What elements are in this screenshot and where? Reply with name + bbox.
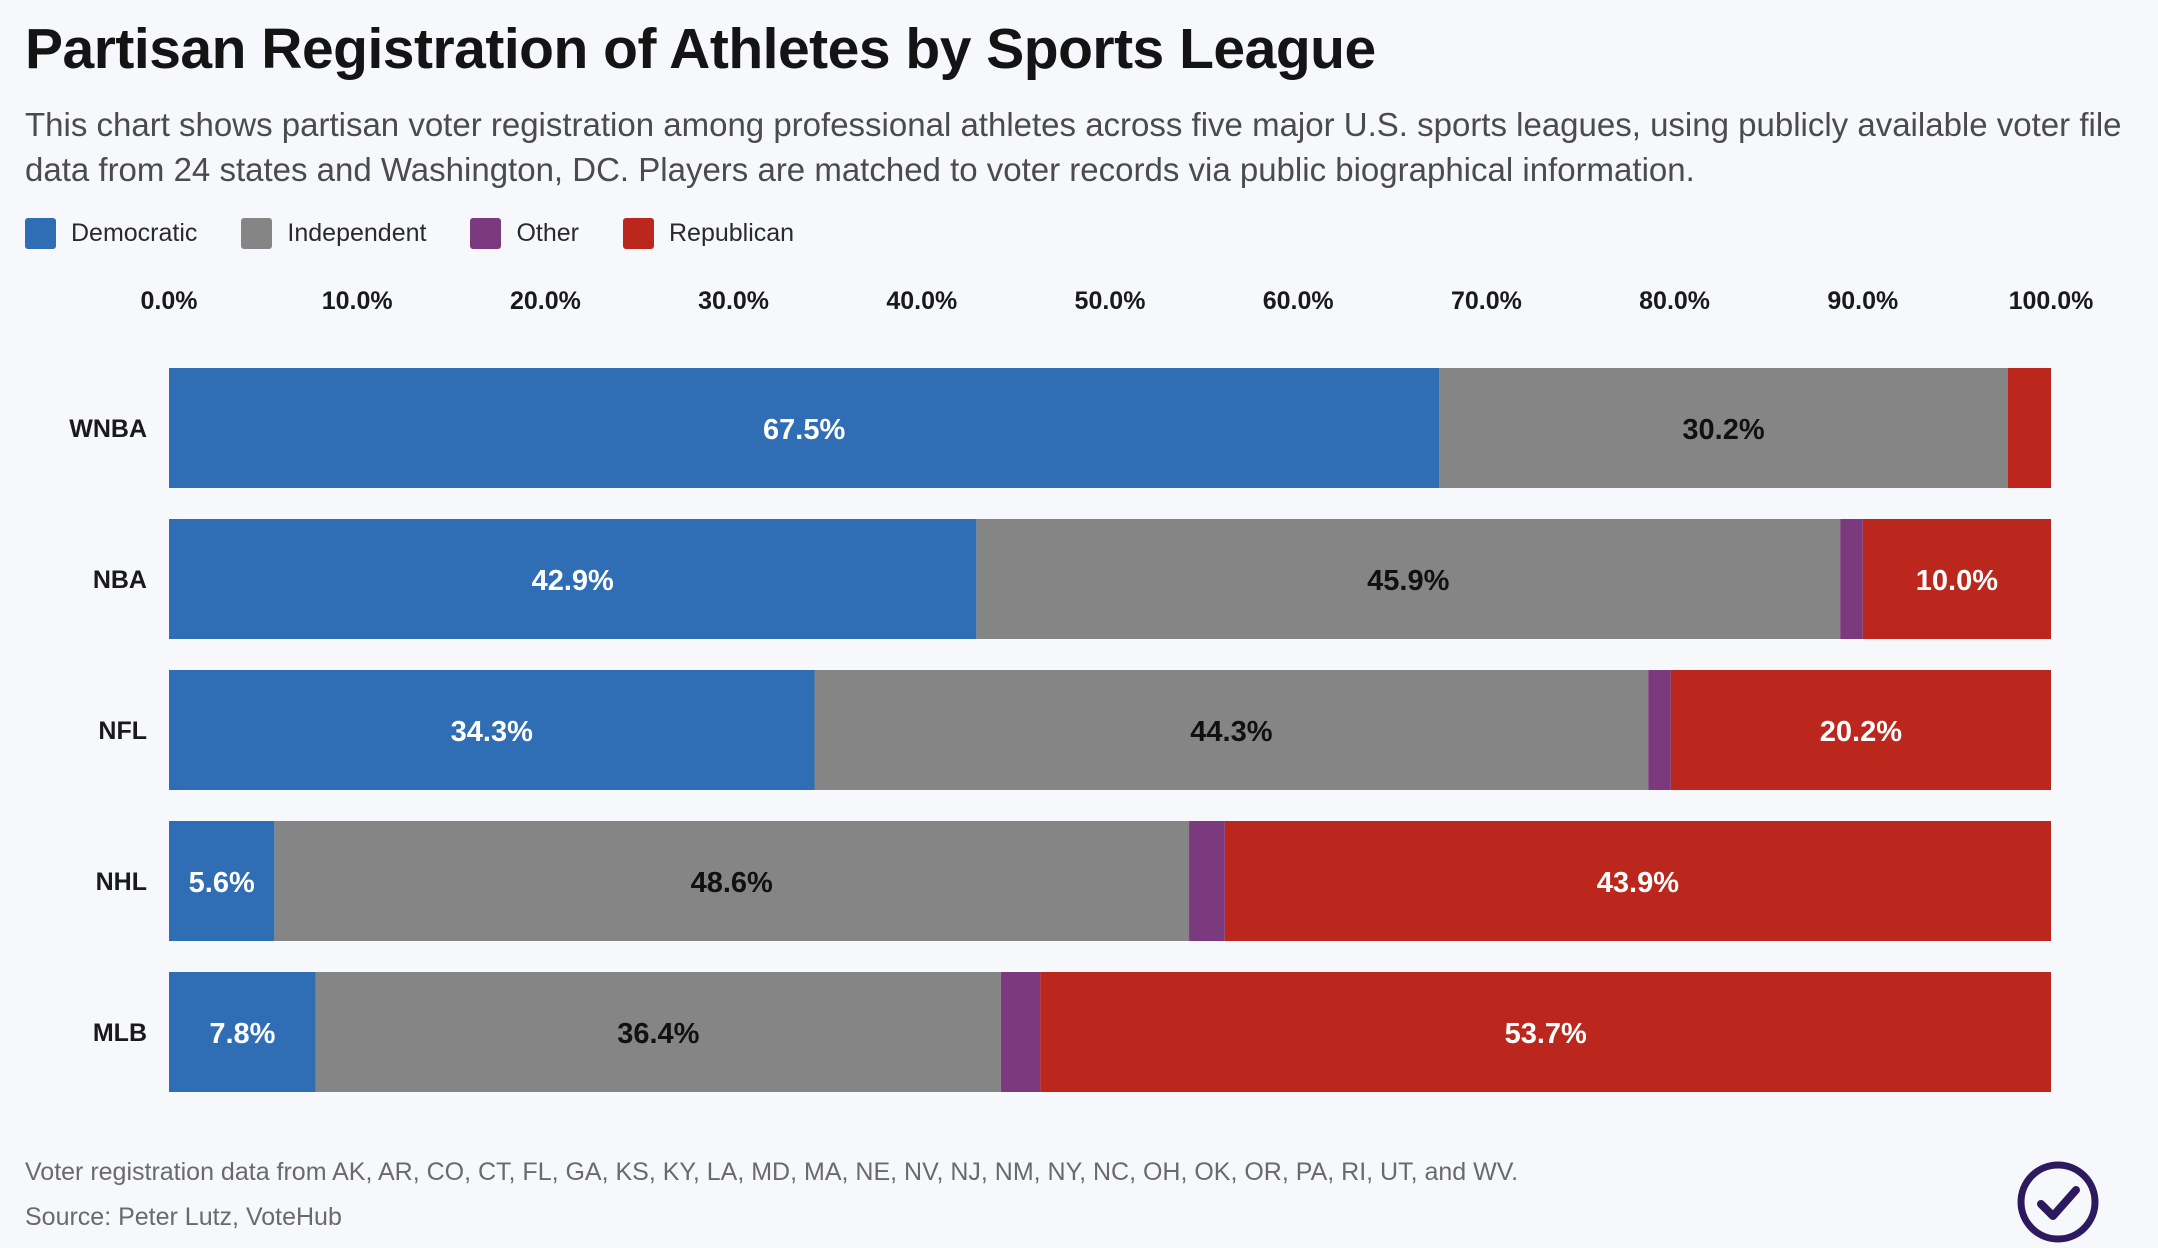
bar-segment-nhl-republican [1224,821,2051,941]
legend-label-democratic: Democratic [71,219,198,247]
bar-segment-nhl-democratic [169,821,275,941]
data-label-nhl-republican: 43.9% [1597,867,1679,899]
checkmark-circle-icon [2017,1161,2099,1243]
legend-item-republican: Republican [622,218,795,249]
bar-segment-nba-other [1840,519,1863,639]
legend: Democratic Independent Other Republican [25,218,838,249]
bar-segment-nhl-independent [274,821,1190,941]
bar-segment-nfl-democratic [169,670,815,790]
bar-segment-nhl-other [1189,821,1225,941]
category-label-nba: NBA [93,566,147,594]
bar-segment-wnba-democratic [169,368,1440,488]
category-label-wnba: WNBA [69,415,147,443]
legend-swatch-democratic [25,218,56,249]
legend-swatch-other [470,218,502,249]
data-label-mlb-democratic: 7.8% [209,1018,275,1050]
x-tick-label: 0.0% [141,287,198,315]
bar-segment-nfl-republican [1670,670,2051,790]
bar-segment-wnba-republican [2007,368,2051,488]
x-tick-label: 100.0% [2009,287,2094,315]
data-label-mlb-republican: 53.7% [1505,1018,1587,1050]
data-label-wnba-independent: 30.2% [1682,414,1764,446]
data-label-wnba-democratic: 67.5% [763,414,845,446]
data-label-nba-independent: 45.9% [1367,565,1449,597]
bar-segment-nfl-independent [814,670,1649,790]
x-tick-label: 50.0% [1075,287,1146,315]
chart-title: Partisan Registration of Athletes by Spo… [25,17,1376,81]
legend-swatch-republican [622,218,654,249]
legend-item-independent: Independent [241,218,426,249]
data-label-nhl-independent: 48.6% [691,867,773,899]
bar-segment-wnba-independent [1439,368,2008,488]
bar-segment-mlb-republican [1040,972,2051,1092]
category-label-nfl: NFL [98,717,147,745]
legend-label-independent: Independent [287,219,427,247]
data-label-nfl-republican: 20.2% [1820,716,1902,748]
x-tick-label: 90.0% [1827,287,1898,315]
bar-segment-mlb-democratic [169,972,316,1092]
x-tick-label: 30.0% [698,287,769,315]
legend-label-republican: Republican [668,219,795,247]
legend-label-other: Other [516,219,579,247]
bar-segment-nba-republican [1862,519,2051,639]
logo-check [2037,1186,2080,1220]
x-tick-label: 60.0% [1263,287,1334,315]
bar-segment-nba-independent [976,519,1841,639]
data-note: Voter registration data from AK, AR, CO,… [25,1158,1519,1186]
data-label-nfl-independent: 44.3% [1190,716,1272,748]
chart-subtitle: This chart shows partisan voter registra… [25,106,2122,188]
category-label-mlb: MLB [93,1019,147,1047]
data-label-nfl-democratic: 34.3% [451,716,533,748]
data-label-mlb-independent: 36.4% [617,1018,699,1050]
bar-segment-mlb-other [1000,972,1041,1092]
data-label-nba-republican: 10.0% [1916,565,1998,597]
category-label-nhl: NHL [96,868,147,896]
source-credit: Source: Peter Lutz, VoteHub [25,1203,342,1231]
data-label-nba-democratic: 42.9% [532,565,614,597]
legend-item-other: Other [470,218,579,249]
legend-item-democratic: Democratic [25,218,197,249]
legend-swatch-independent [241,218,273,249]
data-label-nhl-democratic: 5.6% [189,867,255,899]
bar-segment-nba-democratic [169,519,977,639]
x-tick-label: 80.0% [1639,287,1710,315]
stacked-bar-chart: 0.0% 10.0% 20.0% 30.0% 40.0% 50.0% 60.0% 70.0% 8… [69,287,2094,1092]
x-tick-label: 10.0% [322,287,393,315]
x-tick-label: 40.0% [886,287,957,315]
x-tick-label: 70.0% [1451,287,1522,315]
logo-ring [2017,1161,2099,1243]
bar-segment-nfl-other [1648,670,1671,790]
bar-segment-mlb-independent [315,972,1001,1092]
x-tick-label: 20.0% [510,287,581,315]
